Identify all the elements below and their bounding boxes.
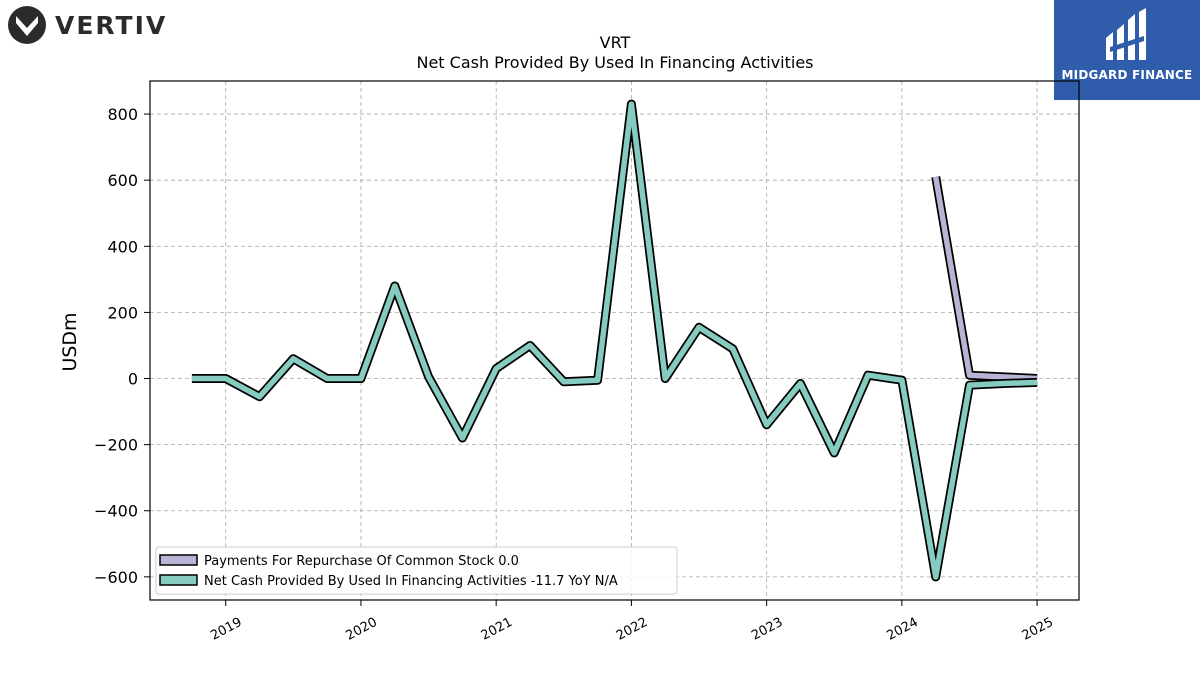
plot-frame (149, 80, 1080, 601)
x-tick-label: 2020 (344, 615, 380, 644)
x-tick-label: 2024 (884, 615, 920, 644)
legend-swatch (159, 574, 198, 586)
series-line (932, 176, 1038, 382)
series-lines (191, 99, 1038, 582)
vertiv-logo-text: VERTIV (55, 10, 168, 40)
y-tick-label: 800 (107, 105, 138, 124)
series-line (191, 101, 1038, 580)
legend-label: Net Cash Provided By Used In Financing A… (204, 574, 618, 589)
grid-lines (150, 81, 1079, 600)
legend-box (155, 546, 678, 595)
x-axis-ticks: 2019 2020 2021 2022 2023 2024 2025 (208, 600, 1056, 644)
y-tick-label: 400 (107, 237, 138, 256)
y-tick-label: 200 (107, 303, 138, 322)
vertiv-logo-icon (8, 6, 46, 44)
midgard-logo-text: MIDGARD FINANCE (1061, 68, 1193, 82)
x-tick-label: 2021 (479, 615, 515, 644)
x-tick-label: 2022 (614, 615, 650, 644)
series-line-outline (191, 99, 1038, 582)
y-tick-label: −600 (94, 568, 138, 587)
chart-subtitle: Net Cash Provided By Used In Financing A… (416, 53, 813, 72)
vertiv-logo: VERTIV (8, 6, 167, 44)
chart-title: VRT (600, 33, 631, 52)
x-tick-label: 2025 (1020, 615, 1056, 644)
y-tick-label: −400 (94, 502, 138, 521)
x-tick-label: 2019 (208, 615, 244, 644)
legend-label: Payments For Repurchase Of Common Stock … (204, 554, 519, 569)
legend: Payments For Repurchase Of Common Stock … (155, 546, 678, 595)
y-axis-ticks: −600 −400 −200 0 200 400 600 800 (94, 105, 150, 587)
y-axis-label: USDm (59, 312, 81, 371)
legend-swatch (159, 554, 198, 566)
y-tick-label: −200 (94, 436, 138, 455)
midgard-logo-icon (1106, 8, 1146, 60)
x-tick-label: 2023 (749, 615, 785, 644)
y-tick-label: 0 (128, 370, 138, 389)
midgard-finance-logo: MIDGARD FINANCE (1054, 0, 1200, 100)
y-tick-label: 600 (107, 171, 138, 190)
